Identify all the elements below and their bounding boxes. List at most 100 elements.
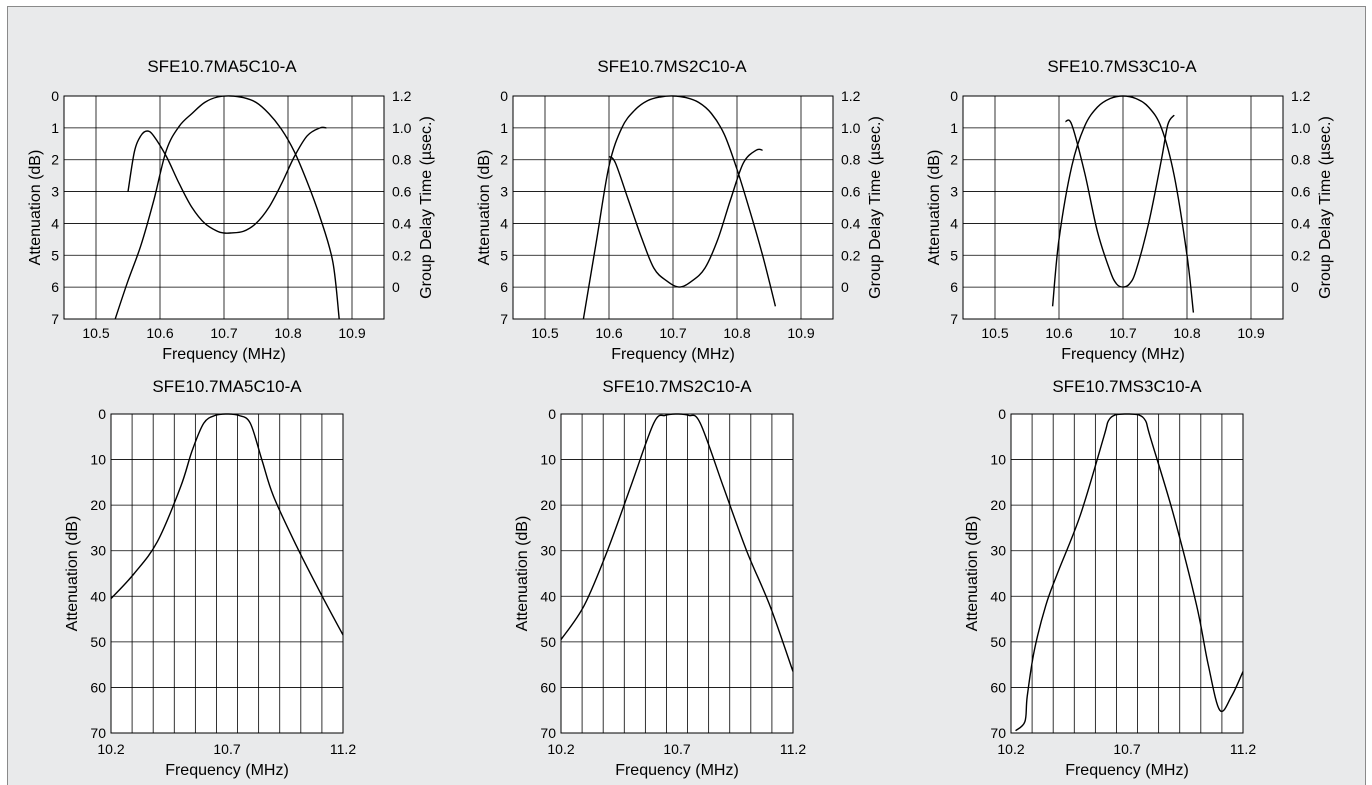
attenuation-curve bbox=[110, 413, 344, 636]
y2-tick-label: 0.2 bbox=[392, 247, 412, 263]
y2-tick-label: 0.8 bbox=[1291, 152, 1311, 168]
x-tick-label: 10.6 bbox=[146, 325, 173, 341]
y-tick-label: 30 bbox=[90, 543, 106, 559]
y2-tick-label: 0.6 bbox=[841, 184, 861, 200]
x-tick-label: 10.7 bbox=[659, 325, 686, 341]
y-tick-label: 4 bbox=[950, 215, 958, 231]
y-tick-label: 0 bbox=[98, 406, 106, 422]
chart-1: 0 1 2 3 4 5 6 7 1.2 1.0 0.8 0.6 0.4 0.2 0 10.5 10.6 10.7 1… bbox=[27, 57, 435, 363]
y2-tick-label: 0.6 bbox=[392, 184, 412, 200]
x-tick-label: 10.5 bbox=[82, 325, 109, 341]
y-tick-label: 5 bbox=[500, 247, 508, 263]
y-tick-label: 5 bbox=[950, 247, 958, 263]
y2-tick-label: 1.0 bbox=[1291, 120, 1311, 136]
y-tick-label: 6 bbox=[950, 279, 958, 295]
y-tick-label: 70 bbox=[90, 725, 106, 741]
chart-title: SFE10.7MS3C10-A bbox=[1047, 57, 1197, 76]
x-tick-label: 11.2 bbox=[330, 741, 356, 757]
y2-tick-label: 0 bbox=[392, 279, 400, 295]
y-tick-label: 7 bbox=[51, 311, 59, 327]
y-tick-label: 2 bbox=[500, 152, 508, 168]
y-tick-label: 10 bbox=[90, 452, 106, 468]
chart-title: SFE10.7MS2C10-A bbox=[597, 57, 747, 76]
y-tick-label: 1 bbox=[500, 120, 508, 136]
attenuation-curve bbox=[560, 413, 794, 672]
y2-tick-label: 0.8 bbox=[841, 152, 861, 168]
x-tick-label: 11.2 bbox=[780, 741, 806, 757]
x-tick-label: 10.2 bbox=[97, 741, 124, 757]
x-tick-label: 10.8 bbox=[723, 325, 750, 341]
y-tick-label: 40 bbox=[540, 588, 556, 604]
x-axis-label: Frequency (MHz) bbox=[162, 346, 286, 363]
y-tick-label: 2 bbox=[950, 152, 958, 168]
x-axis-label: Frequency (MHz) bbox=[611, 346, 735, 363]
y-tick-label: 1 bbox=[51, 120, 59, 136]
plot-area bbox=[560, 413, 794, 734]
y-tick-label: 60 bbox=[990, 679, 1006, 695]
x-tick-label: 10.5 bbox=[531, 325, 558, 341]
y-tick-label: 20 bbox=[990, 497, 1006, 513]
y2-tick-label: 1.2 bbox=[1291, 88, 1311, 104]
y-tick-label: 40 bbox=[990, 588, 1006, 604]
y-tick-label: 50 bbox=[990, 634, 1006, 650]
y2-tick-label: 0 bbox=[1291, 279, 1299, 295]
group-delay-curve bbox=[1065, 114, 1175, 288]
y2-tick-label: 0.4 bbox=[1291, 215, 1311, 231]
x-tick-label: 10.7 bbox=[1113, 741, 1140, 757]
x-tick-label: 10.9 bbox=[1237, 325, 1264, 341]
x-tick-label: 10.9 bbox=[338, 325, 365, 341]
y-tick-label: 50 bbox=[90, 634, 106, 650]
y-tick-label: 70 bbox=[540, 725, 556, 741]
y-tick-label: 0 bbox=[998, 406, 1006, 422]
y2-axis-label: Group Delay Time (µsec.) bbox=[1317, 116, 1334, 299]
y-tick-label: 3 bbox=[51, 184, 59, 200]
x-tick-label: 10.6 bbox=[595, 325, 622, 341]
y2-tick-label: 0.6 bbox=[1291, 184, 1311, 200]
x-tick-label: 10.9 bbox=[787, 325, 814, 341]
y2-tick-label: 0.2 bbox=[1291, 247, 1311, 263]
attenuation-curve bbox=[1015, 413, 1244, 732]
y-tick-label: 5 bbox=[51, 247, 59, 263]
chart-title: SFE10.7MS3C10-A bbox=[1052, 377, 1202, 396]
y-tick-label: 4 bbox=[500, 215, 508, 231]
y-tick-label: 3 bbox=[500, 184, 508, 200]
y-tick-label: 1 bbox=[950, 120, 958, 136]
y-tick-label: 7 bbox=[950, 311, 958, 327]
y2-tick-label: 1.2 bbox=[841, 88, 861, 104]
chart-2: 0 1 2 3 4 5 6 7 1.2 1.0 0.8 0.6 0.4 0.2 0 10.5 10.6 10.7 1… bbox=[476, 57, 884, 363]
y-axis-label: Attenuation (dB) bbox=[27, 150, 44, 266]
chart-title: SFE10.7MS2C10-A bbox=[602, 377, 752, 396]
x-tick-label: 10.2 bbox=[547, 741, 574, 757]
y2-axis-label: Group Delay Time (µsec.) bbox=[867, 116, 884, 299]
y-tick-label: 0 bbox=[500, 88, 508, 104]
y-tick-label: 6 bbox=[500, 279, 508, 295]
x-tick-label: 10.5 bbox=[981, 325, 1008, 341]
y-axis-label: Attenuation (dB) bbox=[64, 516, 81, 632]
x-tick-label: 10.7 bbox=[213, 741, 240, 757]
y-tick-label: 6 bbox=[51, 279, 59, 295]
y-tick-label: 70 bbox=[990, 725, 1006, 741]
x-axis-label: Frequency (MHz) bbox=[615, 762, 739, 779]
x-tick-label: 10.7 bbox=[663, 741, 690, 757]
y2-tick-label: 0.2 bbox=[841, 247, 861, 263]
y-tick-label: 0 bbox=[548, 406, 556, 422]
y-axis-label: Attenuation (dB) bbox=[964, 516, 981, 632]
x-tick-label: 10.8 bbox=[274, 325, 301, 341]
x-axis-label: Frequency (MHz) bbox=[1061, 346, 1185, 363]
y2-tick-label: 1.2 bbox=[392, 88, 412, 104]
y-tick-label: 20 bbox=[90, 497, 106, 513]
y2-tick-label: 0.8 bbox=[392, 152, 412, 168]
y-tick-label: 30 bbox=[990, 543, 1006, 559]
y-tick-label: 0 bbox=[950, 88, 958, 104]
x-tick-label: 10.7 bbox=[210, 325, 237, 341]
x-tick-label: 10.7 bbox=[1109, 325, 1136, 341]
y2-tick-label: 0 bbox=[841, 279, 849, 295]
chart-title: SFE10.7MA5C10-A bbox=[147, 57, 297, 76]
y-tick-label: 0 bbox=[51, 88, 59, 104]
x-axis-label: Frequency (MHz) bbox=[165, 762, 289, 779]
y-tick-label: 10 bbox=[990, 452, 1006, 468]
